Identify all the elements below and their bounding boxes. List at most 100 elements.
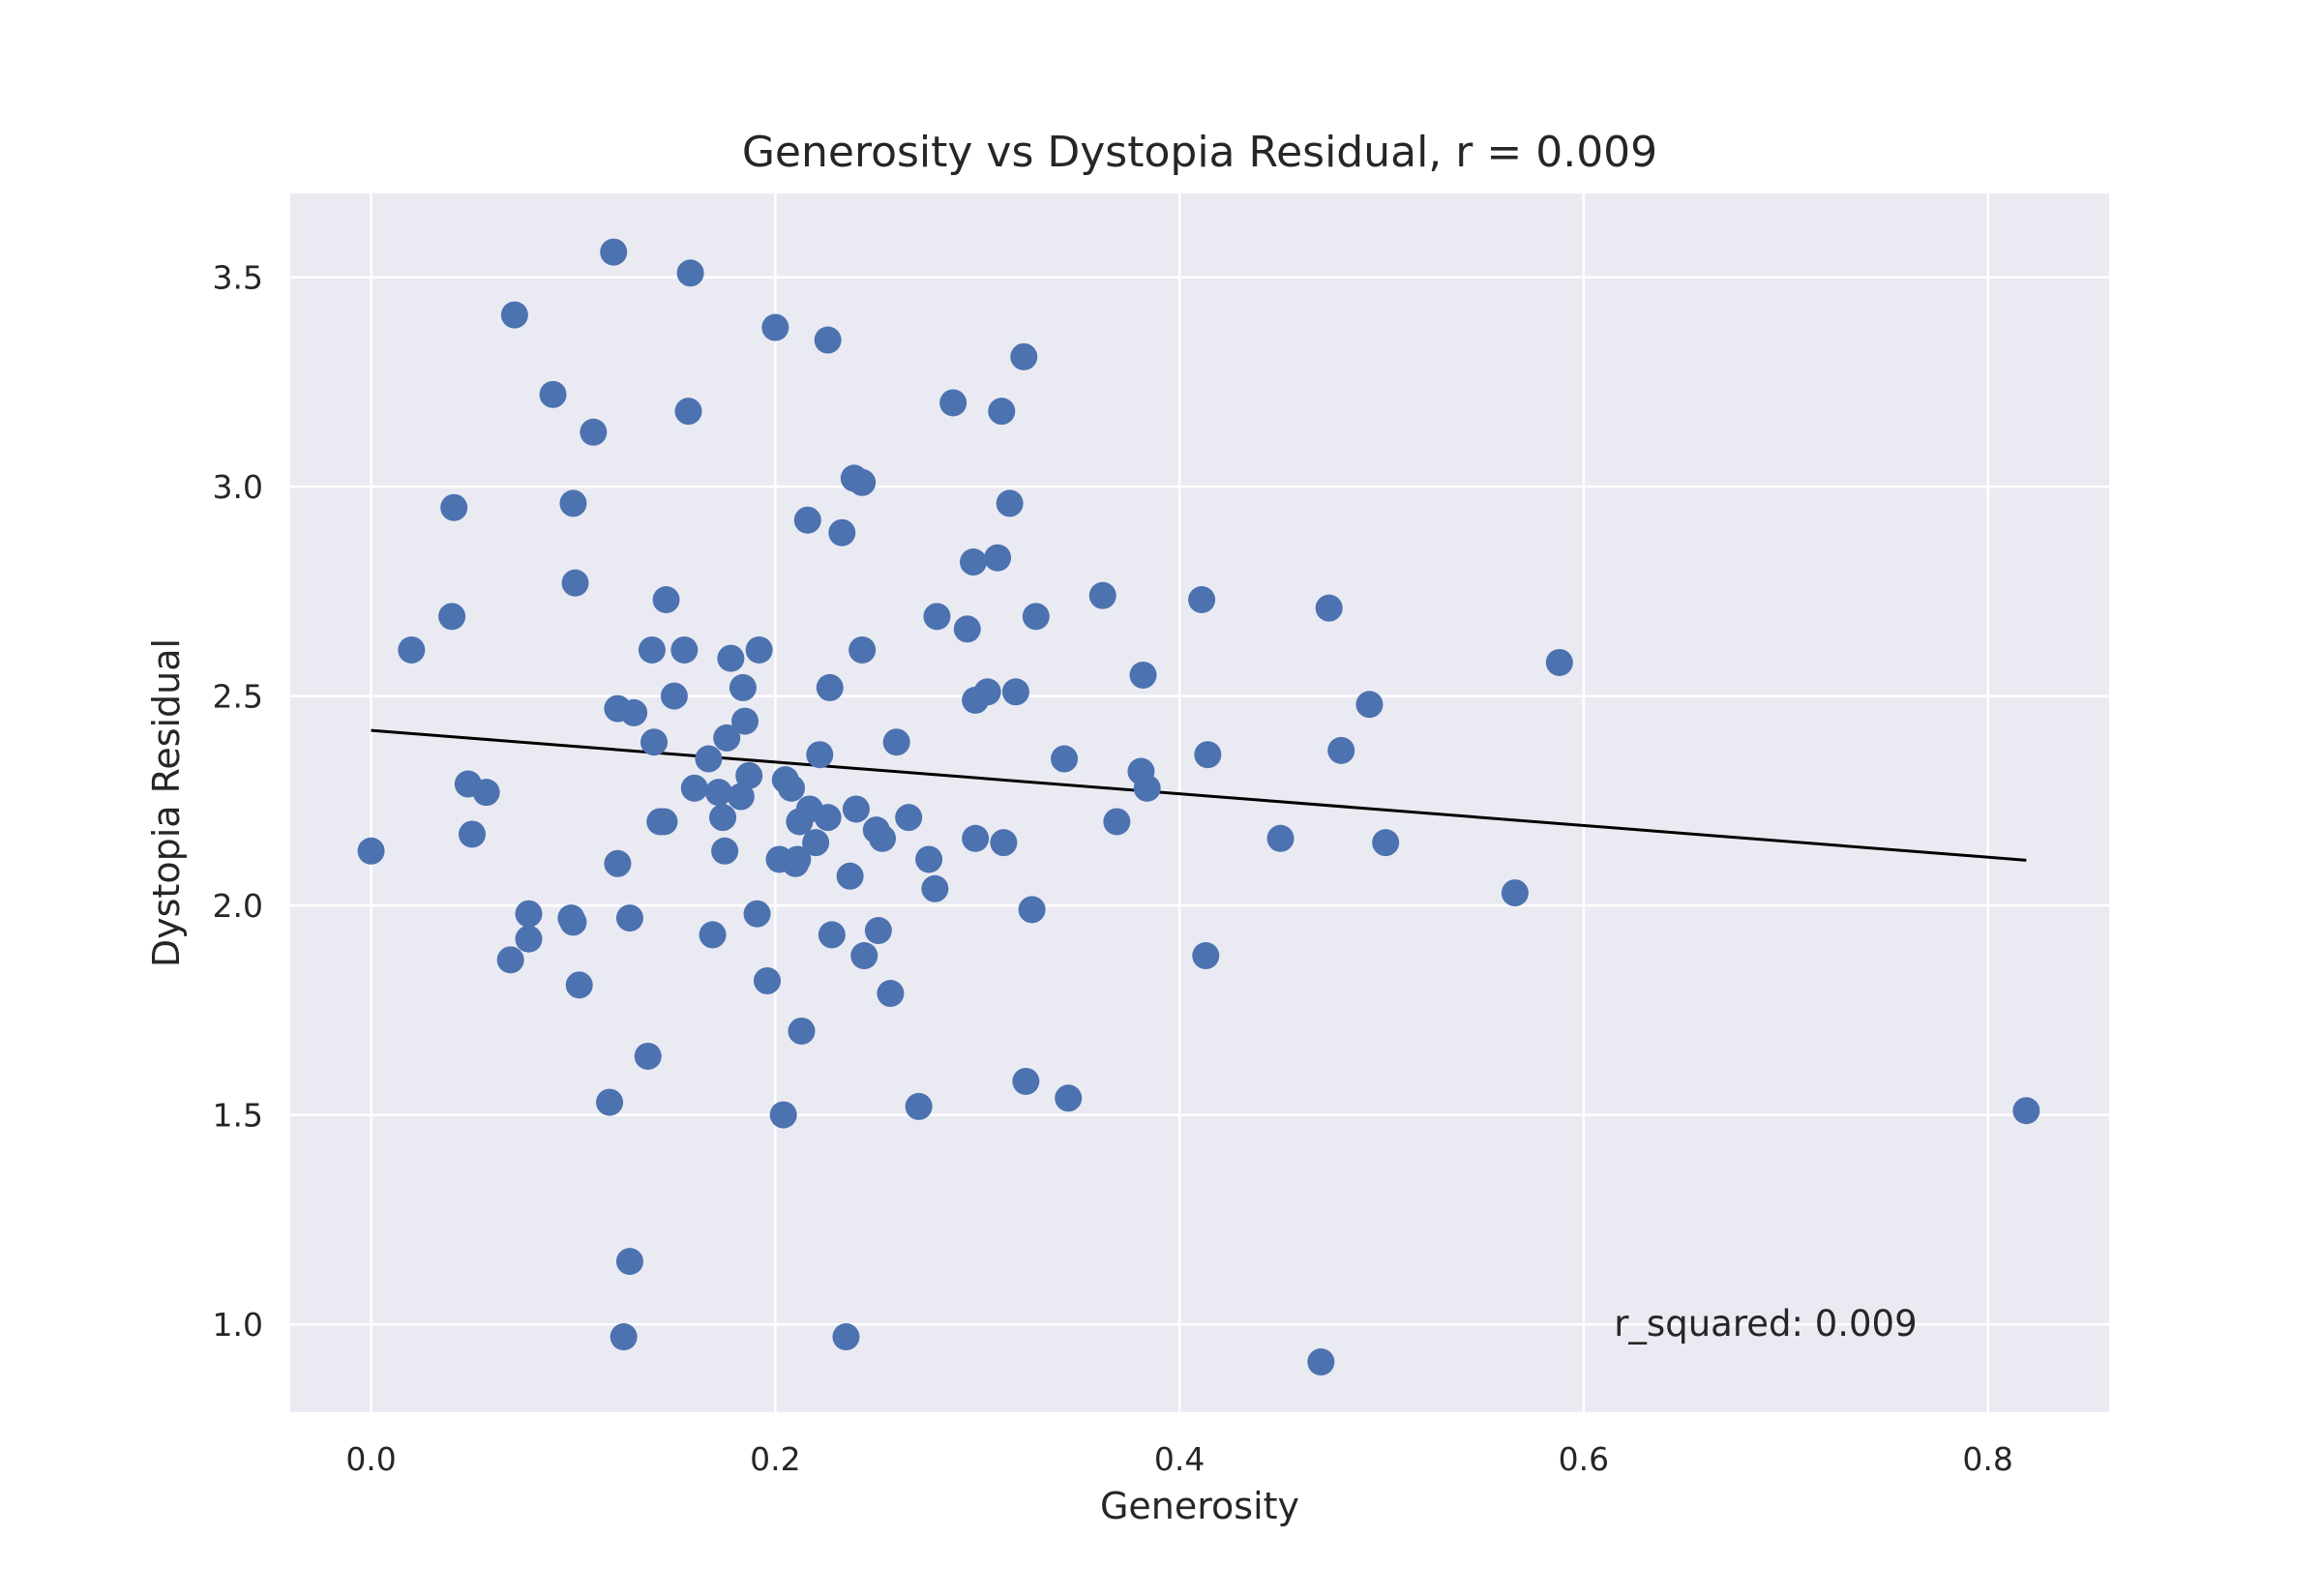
x-tick-label: 0.4: [1154, 1440, 1205, 1478]
data-point: [727, 783, 755, 811]
data-point: [638, 635, 666, 664]
data-point: [996, 489, 1024, 517]
data-point: [915, 845, 943, 873]
data-point: [753, 967, 781, 995]
data-point: [559, 908, 587, 936]
data-point: [729, 673, 757, 701]
data-point: [620, 698, 648, 726]
data-point: [713, 724, 741, 752]
data-point: [953, 615, 981, 643]
data-point: [793, 506, 821, 534]
data-point: [398, 635, 426, 664]
data-point: [604, 849, 632, 877]
data-point: [1372, 829, 1400, 857]
data-point: [1129, 661, 1157, 689]
data-point: [848, 635, 877, 664]
data-point: [960, 548, 988, 576]
data-point: [717, 644, 745, 672]
data-point: [745, 635, 773, 664]
data-point: [561, 569, 589, 597]
data-point: [848, 468, 877, 496]
data-point: [500, 301, 528, 329]
data-point: [1315, 594, 1343, 622]
data-point: [836, 862, 864, 890]
data-point: [459, 820, 486, 848]
data-point: [660, 682, 688, 710]
data-point: [832, 1323, 860, 1351]
data-point: [610, 1323, 638, 1351]
data-point: [735, 761, 763, 789]
y-tick-label: 3.5: [213, 259, 263, 297]
data-point: [877, 980, 905, 1008]
y-axis-label: Dystopia Residual: [145, 638, 188, 967]
data-point: [814, 326, 842, 354]
data-point: [615, 1248, 643, 1276]
data-point: [440, 493, 468, 521]
data-point: [882, 728, 910, 756]
data-point: [1051, 745, 1079, 773]
data-point: [1327, 736, 1355, 764]
data-point: [769, 1101, 797, 1129]
data-point: [674, 398, 702, 426]
data-point: [565, 971, 593, 999]
x-axis-label: Generosity: [1100, 1485, 1299, 1527]
data-point: [921, 874, 949, 902]
y-tick-labels: 1.0 1.5 2.0 2.5 3.0 3.5: [213, 259, 263, 1344]
y-tick-label: 2.0: [213, 887, 263, 925]
data-point: [2012, 1097, 2040, 1125]
data-point: [962, 824, 990, 852]
data-point: [1055, 1084, 1083, 1112]
data-point: [1355, 691, 1384, 719]
x-tick-label: 0.8: [1962, 1440, 2012, 1478]
data-point: [788, 1017, 816, 1045]
x-tick-label: 0.2: [750, 1440, 800, 1478]
plot-area: [290, 193, 2109, 1412]
data-point: [652, 586, 680, 613]
data-point: [1188, 586, 1216, 613]
data-point: [438, 603, 466, 631]
data-point: [704, 779, 732, 807]
data-points: [357, 238, 2040, 1376]
data-point: [973, 678, 1001, 706]
x-tick-label: 0.6: [1559, 1440, 1609, 1478]
data-point: [905, 1092, 933, 1120]
data-point: [869, 824, 897, 852]
data-point: [1103, 808, 1131, 836]
data-point: [640, 728, 668, 756]
x-tick-labels: 0.0 0.2 0.4 0.6 0.8: [345, 1440, 2013, 1478]
y-tick-label: 1.0: [213, 1306, 263, 1344]
data-point: [939, 389, 968, 417]
data-point: [596, 1088, 624, 1116]
x-tick-label: 0.0: [345, 1440, 396, 1478]
data-point: [580, 418, 608, 446]
data-point: [743, 900, 771, 928]
data-point: [1192, 942, 1220, 970]
data-point: [634, 1042, 662, 1070]
data-point: [1022, 603, 1050, 631]
data-point: [539, 380, 567, 408]
data-point: [559, 489, 587, 517]
data-point: [357, 837, 385, 865]
data-point: [816, 673, 844, 701]
data-point: [676, 259, 704, 287]
y-tick-label: 3.0: [213, 468, 263, 506]
data-point: [680, 774, 708, 802]
data-point: [709, 804, 737, 832]
data-point: [784, 845, 812, 873]
data-point: [1012, 1067, 1040, 1095]
data-point: [1545, 648, 1573, 676]
data-point: [515, 900, 543, 928]
y-tick-label: 2.5: [213, 678, 263, 716]
data-point: [515, 925, 543, 953]
data-point: [670, 635, 699, 664]
data-point: [990, 829, 1018, 857]
data-point: [1194, 741, 1222, 769]
data-point: [711, 837, 739, 865]
data-point: [1001, 678, 1029, 706]
data-point: [761, 313, 789, 341]
data-point: [984, 544, 1012, 572]
data-point: [895, 804, 923, 832]
data-point: [650, 808, 678, 836]
data-point: [1266, 824, 1295, 852]
